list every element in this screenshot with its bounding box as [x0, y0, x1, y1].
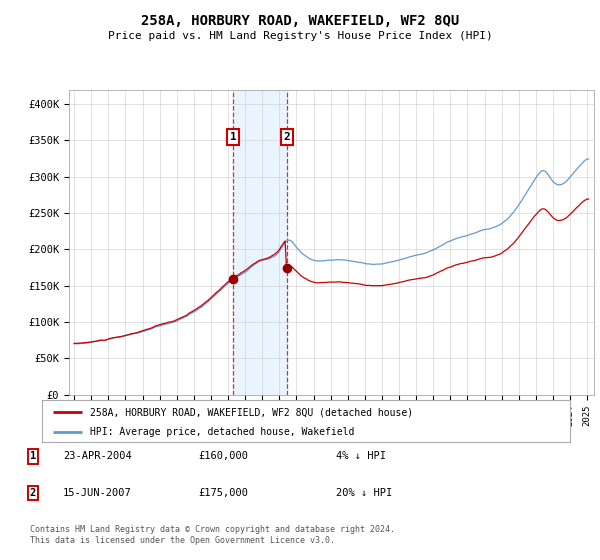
Text: HPI: Average price, detached house, Wakefield: HPI: Average price, detached house, Wake…: [89, 427, 354, 437]
Text: 258A, HORBURY ROAD, WAKEFIELD, WF2 8QU: 258A, HORBURY ROAD, WAKEFIELD, WF2 8QU: [141, 14, 459, 28]
Text: 23-APR-2004: 23-APR-2004: [63, 451, 132, 461]
Text: 1: 1: [30, 451, 36, 461]
Text: 1: 1: [230, 132, 236, 142]
Text: 20% ↓ HPI: 20% ↓ HPI: [336, 488, 392, 498]
Text: Price paid vs. HM Land Registry's House Price Index (HPI): Price paid vs. HM Land Registry's House …: [107, 31, 493, 41]
Text: 4% ↓ HPI: 4% ↓ HPI: [336, 451, 386, 461]
Text: Contains HM Land Registry data © Crown copyright and database right 2024.
This d: Contains HM Land Registry data © Crown c…: [30, 525, 395, 545]
Text: £160,000: £160,000: [198, 451, 248, 461]
Text: 15-JUN-2007: 15-JUN-2007: [63, 488, 132, 498]
Text: 258A, HORBURY ROAD, WAKEFIELD, WF2 8QU (detached house): 258A, HORBURY ROAD, WAKEFIELD, WF2 8QU (…: [89, 407, 413, 417]
Bar: [233, 90, 287, 395]
Text: £175,000: £175,000: [198, 488, 248, 498]
Text: 2: 2: [30, 488, 36, 498]
Text: 2: 2: [284, 132, 290, 142]
